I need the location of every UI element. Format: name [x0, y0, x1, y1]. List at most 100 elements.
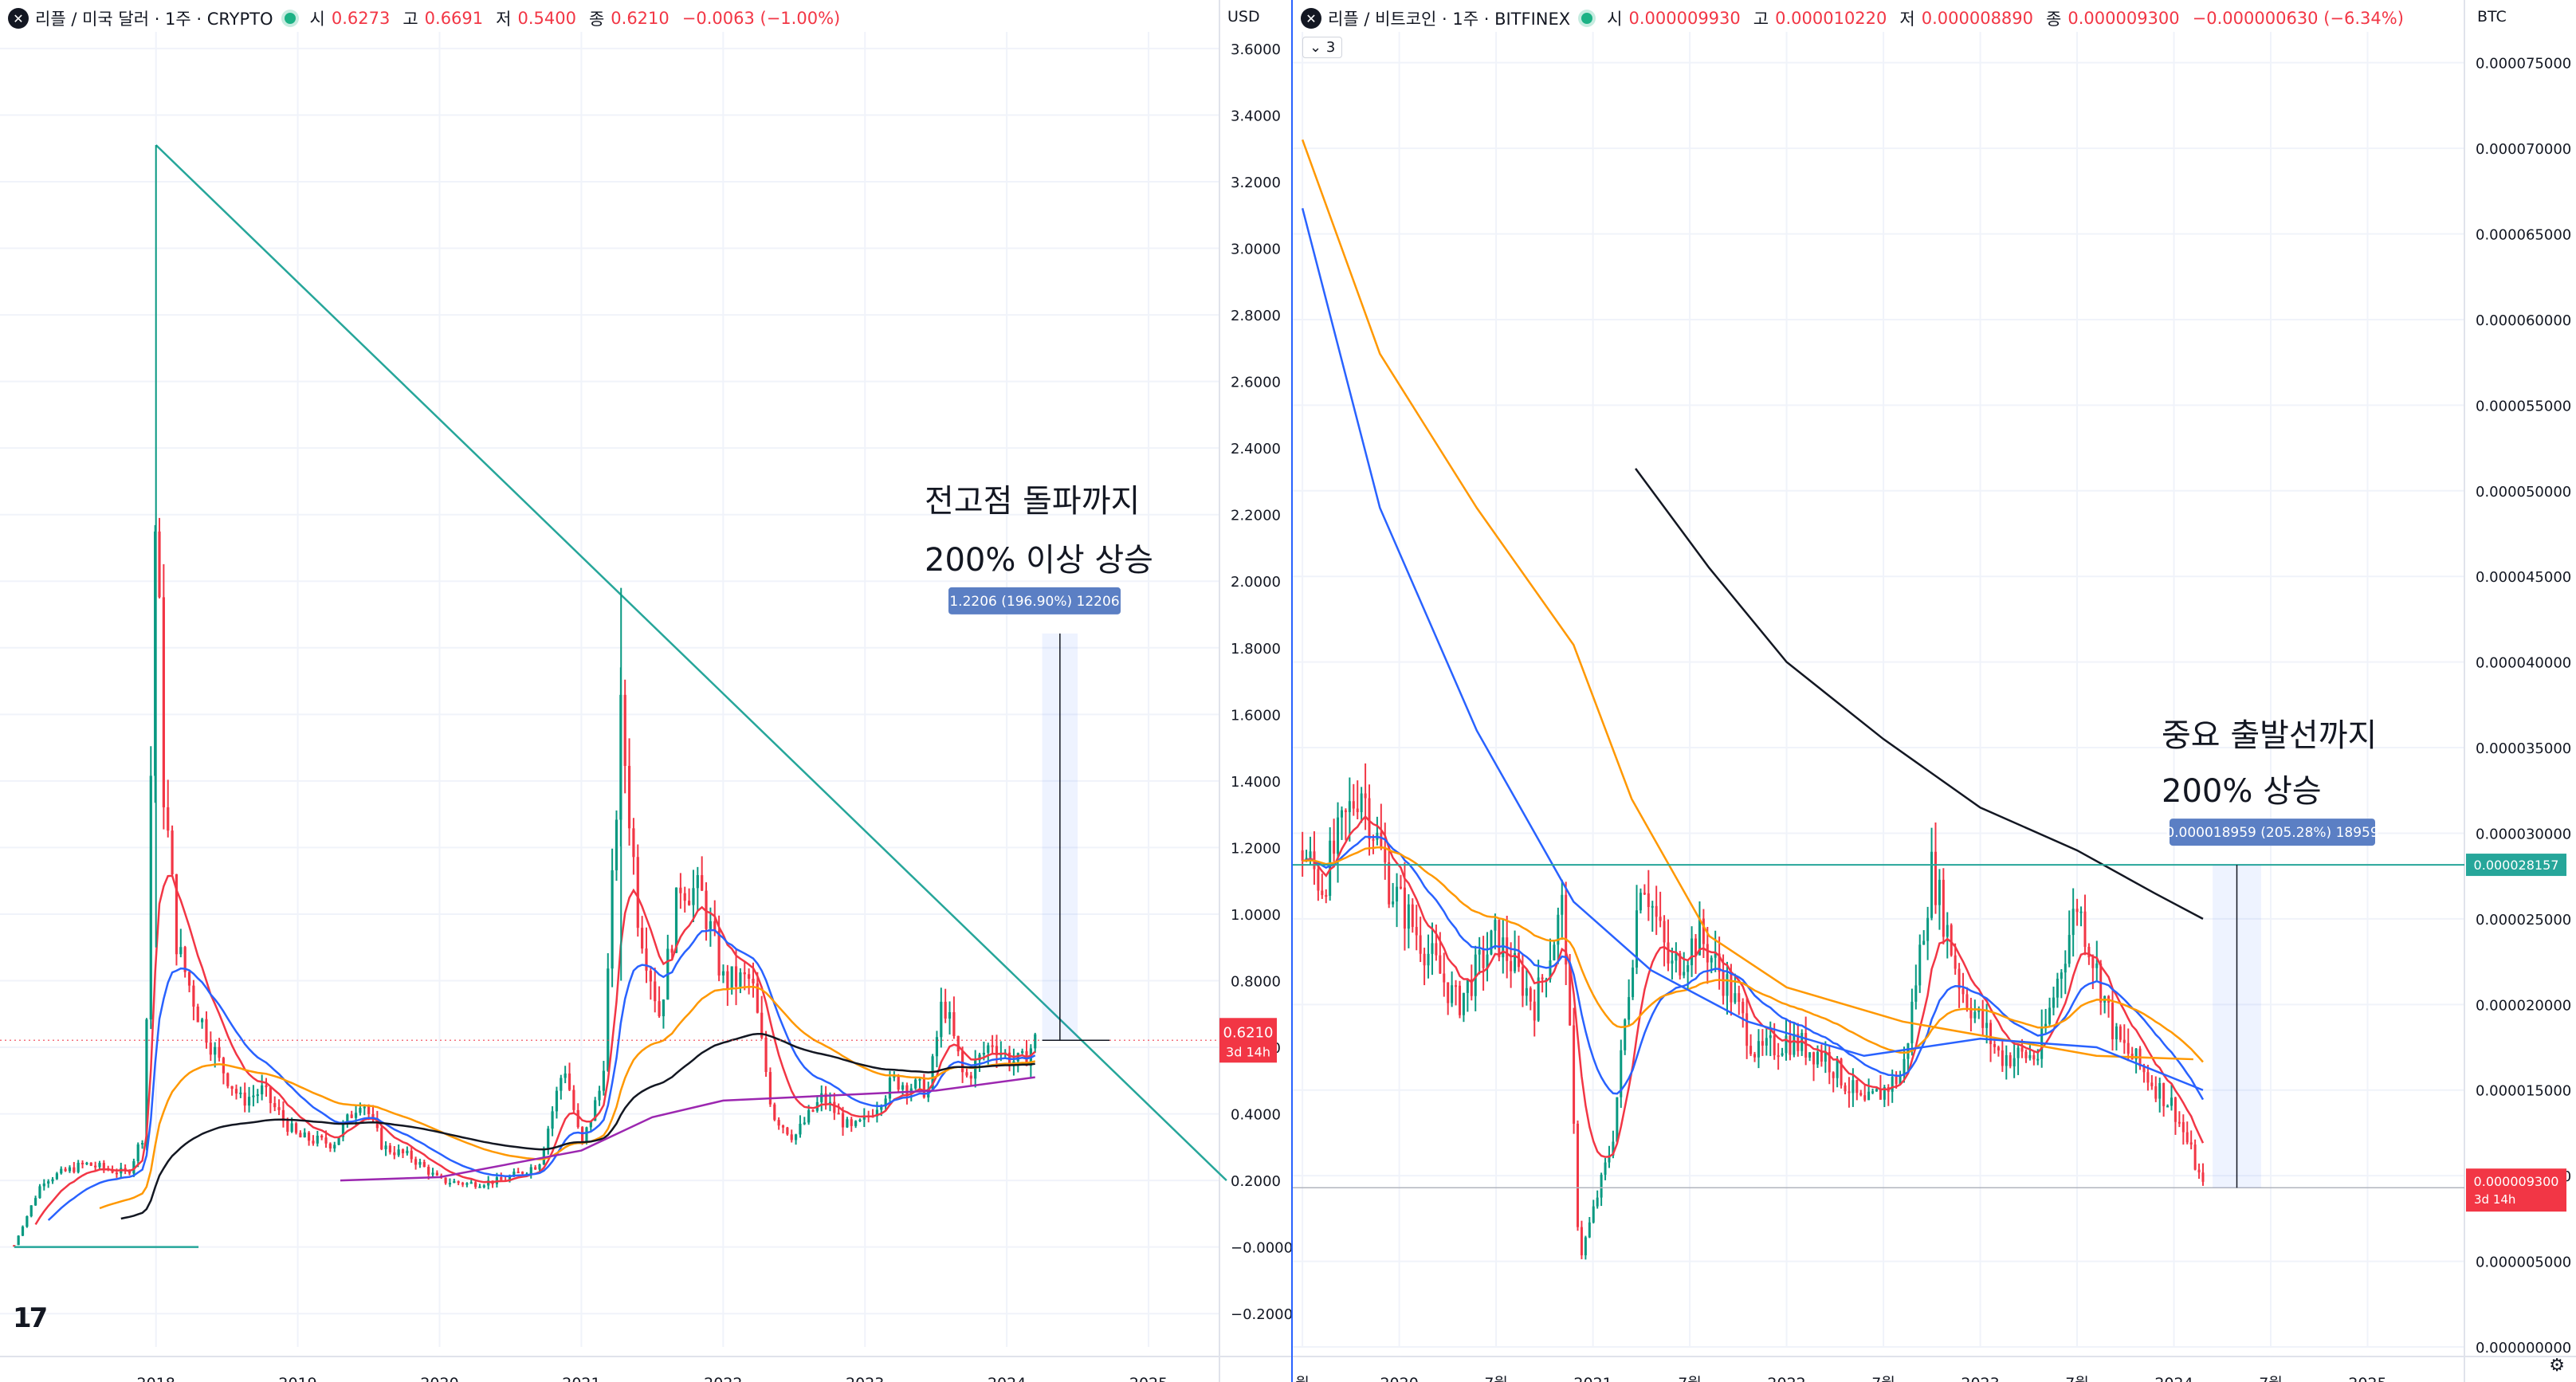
y-tick-label: 0.000020000: [2476, 997, 2571, 1014]
candle-body: [1490, 930, 1493, 955]
candle-body: [1726, 974, 1729, 996]
candle-body: [2048, 1007, 2052, 1024]
candle-body: [1600, 1174, 1603, 1198]
candle-body: [128, 1171, 132, 1174]
y-tick-label: 0.000045000: [2476, 569, 2571, 586]
candle-body: [683, 893, 686, 901]
candle-body: [2189, 1142, 2193, 1145]
candle-body: [1742, 1001, 1745, 1014]
market-open-icon: [284, 13, 296, 24]
xrp-btc-chart[interactable]: 0.0000000000.0000050000.0000100000.00001…: [1293, 0, 2576, 1382]
market-open-icon: [1581, 13, 1593, 24]
candle-body: [2060, 972, 2063, 980]
candle-body: [205, 1019, 208, 1043]
candle-body: [2052, 997, 2055, 1008]
candle-body: [1423, 953, 1426, 966]
moving-average-line: [1301, 207, 2204, 1091]
candle-body: [1431, 943, 1434, 954]
candle-body: [1325, 895, 1328, 897]
candle-body: [730, 966, 733, 989]
xrp-btc-pane[interactable]: 0.0000000000.0000050000.0000100000.00001…: [1293, 0, 2576, 1382]
y-tick-label: 0.000065000: [2476, 227, 2571, 244]
currency-selector[interactable]: USD: [1227, 8, 1260, 26]
candle-body: [13, 1245, 16, 1247]
candle-body: [1561, 894, 1564, 915]
candle-body: [1407, 904, 1410, 929]
candle-body: [1518, 952, 1521, 968]
candle-body: [547, 1129, 550, 1149]
candle-body: [2158, 1082, 2162, 1099]
candle-body: [978, 1054, 981, 1061]
candle-body: [1895, 1077, 1898, 1085]
candle-body: [218, 1046, 221, 1058]
candle-body: [875, 1109, 879, 1117]
candle-body: [414, 1159, 418, 1165]
candle-body: [230, 1086, 234, 1090]
candle-body: [1867, 1091, 1871, 1101]
candle-body: [316, 1135, 319, 1144]
candle-body: [367, 1106, 371, 1114]
y-tick-label: 1.6000: [1231, 707, 1281, 724]
candle-body: [1348, 801, 1351, 812]
candle-body: [658, 1001, 661, 1017]
annotation-line-1: 중요 출발선까지: [2162, 717, 2377, 754]
candle-body: [299, 1133, 302, 1137]
candle-body: [401, 1149, 405, 1154]
candle-body: [1502, 937, 1505, 958]
candle-body: [140, 1143, 144, 1145]
candle-body: [956, 1035, 960, 1052]
symbol-title[interactable]: 리플 / 비트코인 · 1주 · BITFINEX: [1328, 10, 1571, 29]
candle-body: [905, 1085, 909, 1094]
candle-body: [2162, 1082, 2166, 1106]
candle-body: [1757, 1041, 1760, 1058]
candle-body: [1989, 1023, 1993, 1044]
low-label: 저: [1899, 10, 1915, 29]
candle-body: [1565, 894, 1568, 965]
candle-body: [453, 1181, 456, 1184]
candle-body: [33, 1198, 37, 1206]
y-tick-label: 1.2000: [1231, 840, 1281, 857]
candle-body: [1981, 1009, 1985, 1028]
xrp-usd-chart[interactable]: −0.2000−0.00000.20000.40000.60000.80001.…: [0, 0, 1291, 1382]
candle-body: [388, 1145, 392, 1152]
candle-body: [1816, 1051, 1819, 1065]
candle-body: [1608, 1155, 1611, 1163]
candle-body: [768, 1072, 772, 1105]
candle-body: [1848, 1091, 1851, 1093]
candle-body: [585, 1127, 588, 1142]
candle-body: [1403, 887, 1406, 929]
currency-selector[interactable]: BTC: [2477, 8, 2507, 26]
candle-body: [594, 1100, 597, 1121]
candle-body: [2024, 1051, 2028, 1058]
candle-body: [961, 1051, 964, 1073]
settings-gear-icon[interactable]: ⚙: [2549, 1356, 2565, 1376]
candle-body: [692, 888, 695, 905]
symbol-title[interactable]: 리플 / 미국 달러 · 1주 · CRYPTO: [35, 10, 273, 29]
candle-body: [252, 1095, 255, 1097]
xrp-usd-pane[interactable]: −0.2000−0.00000.20000.40000.60000.80001.…: [0, 0, 1291, 1382]
y-tick-label: 0.000035000: [2476, 740, 2571, 757]
candle-body: [1899, 1075, 1902, 1085]
candle-body: [47, 1181, 50, 1184]
candle-body: [1958, 968, 1961, 989]
candle-body: [1977, 1009, 1981, 1012]
candle-body: [1891, 1077, 1894, 1092]
y-tick-label: 0.000040000: [2476, 655, 2571, 672]
candle-body: [346, 1114, 349, 1125]
indicators-collapse-button[interactable]: ⌄ 3: [1302, 37, 1343, 58]
xrp-btc-legend: ✕ 리플 / 비트코인 · 1주 · BITFINEX 시 0.000009930…: [1301, 6, 2410, 30]
candle-body: [602, 1070, 606, 1091]
candle-body: [534, 1167, 537, 1170]
tradingview-logo-icon[interactable]: 17: [13, 1302, 48, 1334]
candle-body: [1360, 793, 1363, 813]
candle-body: [427, 1167, 430, 1175]
candle-body: [1781, 1053, 1784, 1056]
candle-body: [1592, 1206, 1595, 1223]
candle-body: [952, 1011, 956, 1036]
candle-body: [435, 1172, 438, 1176]
candle-body: [2122, 1039, 2126, 1043]
open-value: 0.000009930: [1628, 9, 1741, 28]
candle-body: [239, 1092, 242, 1094]
candle-body: [1510, 960, 1513, 972]
candle-body: [487, 1180, 490, 1186]
